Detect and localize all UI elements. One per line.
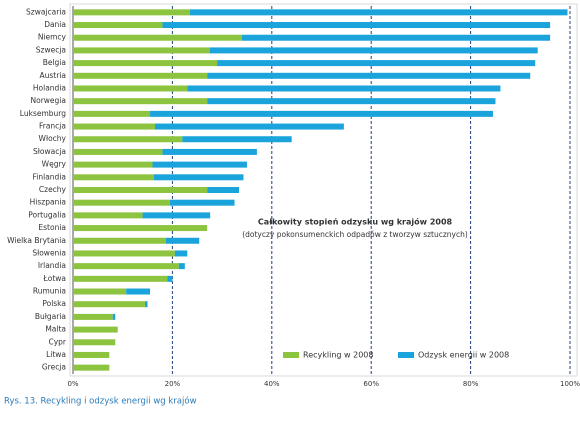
bar: [73, 225, 208, 232]
y-tick-label: Słowenia: [32, 248, 66, 257]
y-tick-label: Czechy: [39, 185, 67, 194]
bar: [73, 148, 163, 155]
bar: [169, 199, 235, 206]
y-tick-label: Bułgaria: [35, 312, 66, 321]
bar: [73, 301, 146, 308]
bar: [73, 187, 208, 193]
y-tick-label: Francja: [39, 122, 66, 131]
x-tick-label: 20%: [165, 380, 181, 388]
bar: [207, 72, 531, 79]
bar: [126, 288, 151, 295]
bar: [187, 85, 501, 92]
bar: [167, 275, 173, 282]
chart-subtitle: (dotyczy pokonsumenckich odpadów z tworz…: [242, 230, 468, 239]
y-tick-label: Irlandia: [38, 261, 66, 270]
bar: [73, 123, 156, 130]
bar: [217, 60, 536, 67]
bar: [73, 364, 110, 371]
y-tick-label: Włochy: [39, 134, 67, 143]
bar: [174, 250, 188, 257]
bar: [73, 98, 208, 105]
bar: [112, 313, 116, 320]
bar: [73, 275, 168, 282]
y-tick-label: Belgia: [43, 58, 66, 67]
bar: [73, 136, 183, 143]
bar: [73, 326, 118, 333]
bar: [73, 110, 151, 117]
bar: [73, 212, 143, 219]
bar: [73, 72, 208, 79]
bar: [207, 187, 239, 193]
bar: [189, 9, 568, 16]
y-tick-label: Austria: [40, 71, 67, 80]
legend-label: Odzysk energii w 2008: [418, 351, 509, 360]
y-tick-label: Litwa: [46, 350, 66, 359]
bar: [73, 47, 210, 54]
bar: [209, 47, 538, 54]
legend-swatch: [398, 352, 414, 358]
bar: [73, 161, 153, 168]
bar: [73, 250, 175, 257]
bar: [162, 148, 257, 155]
x-tick-label: 80%: [463, 380, 479, 388]
bar: [73, 199, 170, 206]
y-tick-label: Wielka Brytania: [7, 236, 66, 245]
bar: [73, 237, 166, 244]
bar: [73, 339, 116, 346]
bar: [207, 98, 496, 105]
bar: [73, 288, 127, 295]
chart-title: Całkowity stopień odzysku wg krajów 2008: [258, 217, 453, 227]
bar: [162, 22, 551, 29]
x-tick-label: 100%: [560, 380, 580, 388]
bar: [73, 351, 110, 358]
bar: [142, 212, 211, 219]
x-tick-label: 40%: [264, 380, 280, 388]
y-tick-label: Grecja: [42, 363, 66, 372]
y-tick-label: Węgry: [42, 160, 67, 169]
y-tick-label: Polska: [42, 299, 66, 308]
plot-frame: [69, 3, 578, 377]
bar: [145, 301, 148, 308]
legend-swatch: [283, 352, 299, 358]
y-tick-label: Holandia: [33, 83, 66, 92]
bar: [155, 123, 344, 130]
bar: [73, 85, 188, 92]
y-tick-label: Szwecja: [36, 45, 66, 54]
x-tick-label: 60%: [363, 380, 379, 388]
y-tick-label: Niemcy: [38, 33, 67, 42]
caption: Rys. 13. Recykling i odzysk energii wg k…: [4, 396, 197, 407]
legend-label: Recykling w 2008: [303, 351, 373, 360]
y-tick-label: Słowacja: [33, 147, 66, 156]
y-tick-label: Estonia: [38, 223, 66, 232]
y-tick-label: Malta: [45, 325, 66, 334]
bar: [73, 60, 218, 67]
y-tick-label: Rumunia: [33, 287, 66, 296]
bar: [165, 237, 200, 244]
bar: [154, 174, 244, 181]
y-tick-label: Finlandia: [33, 172, 66, 181]
bar: [241, 34, 551, 41]
y-tick-label: Szwajcaria: [26, 7, 66, 16]
bar: [73, 22, 163, 29]
bar: [182, 136, 292, 143]
bar: [73, 9, 190, 16]
y-tick-label: Dania: [44, 20, 66, 29]
y-tick-label: Cypr: [48, 337, 66, 346]
bar: [152, 161, 247, 168]
y-tick-label: Portugalia: [28, 210, 66, 219]
x-tick-label: 0%: [67, 380, 78, 388]
bar: [73, 313, 113, 320]
bar: [73, 174, 155, 181]
y-tick-label: Łotwa: [43, 274, 66, 283]
bar: [150, 110, 493, 117]
bar: [73, 34, 242, 41]
y-tick-label: Norwegia: [31, 96, 66, 105]
bar: [178, 263, 185, 270]
y-tick-label: Hiszpania: [30, 198, 66, 207]
bar: [73, 263, 179, 270]
y-tick-label: Luksemburg: [20, 109, 66, 118]
